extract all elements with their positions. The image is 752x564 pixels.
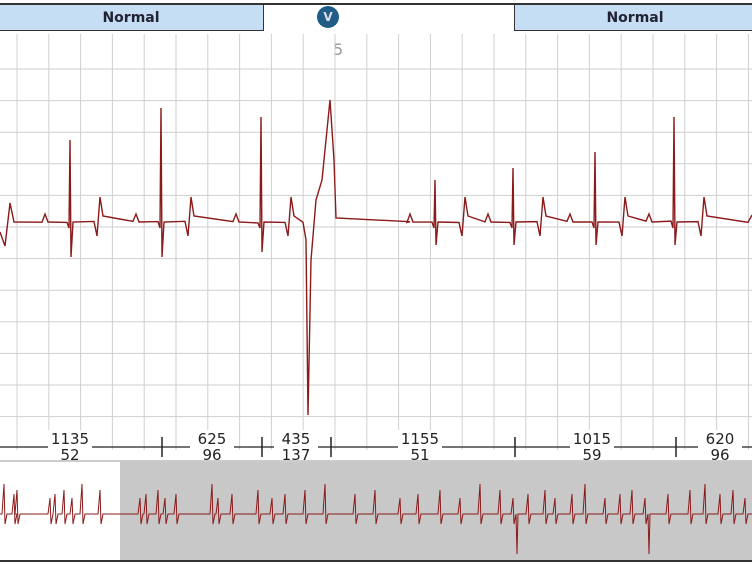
- ecg-grid: [0, 34, 752, 450]
- overview-selection-window[interactable]: [120, 462, 752, 560]
- ecg-strip[interactable]: 1135526259643513711555110155962096: [0, 0, 752, 564]
